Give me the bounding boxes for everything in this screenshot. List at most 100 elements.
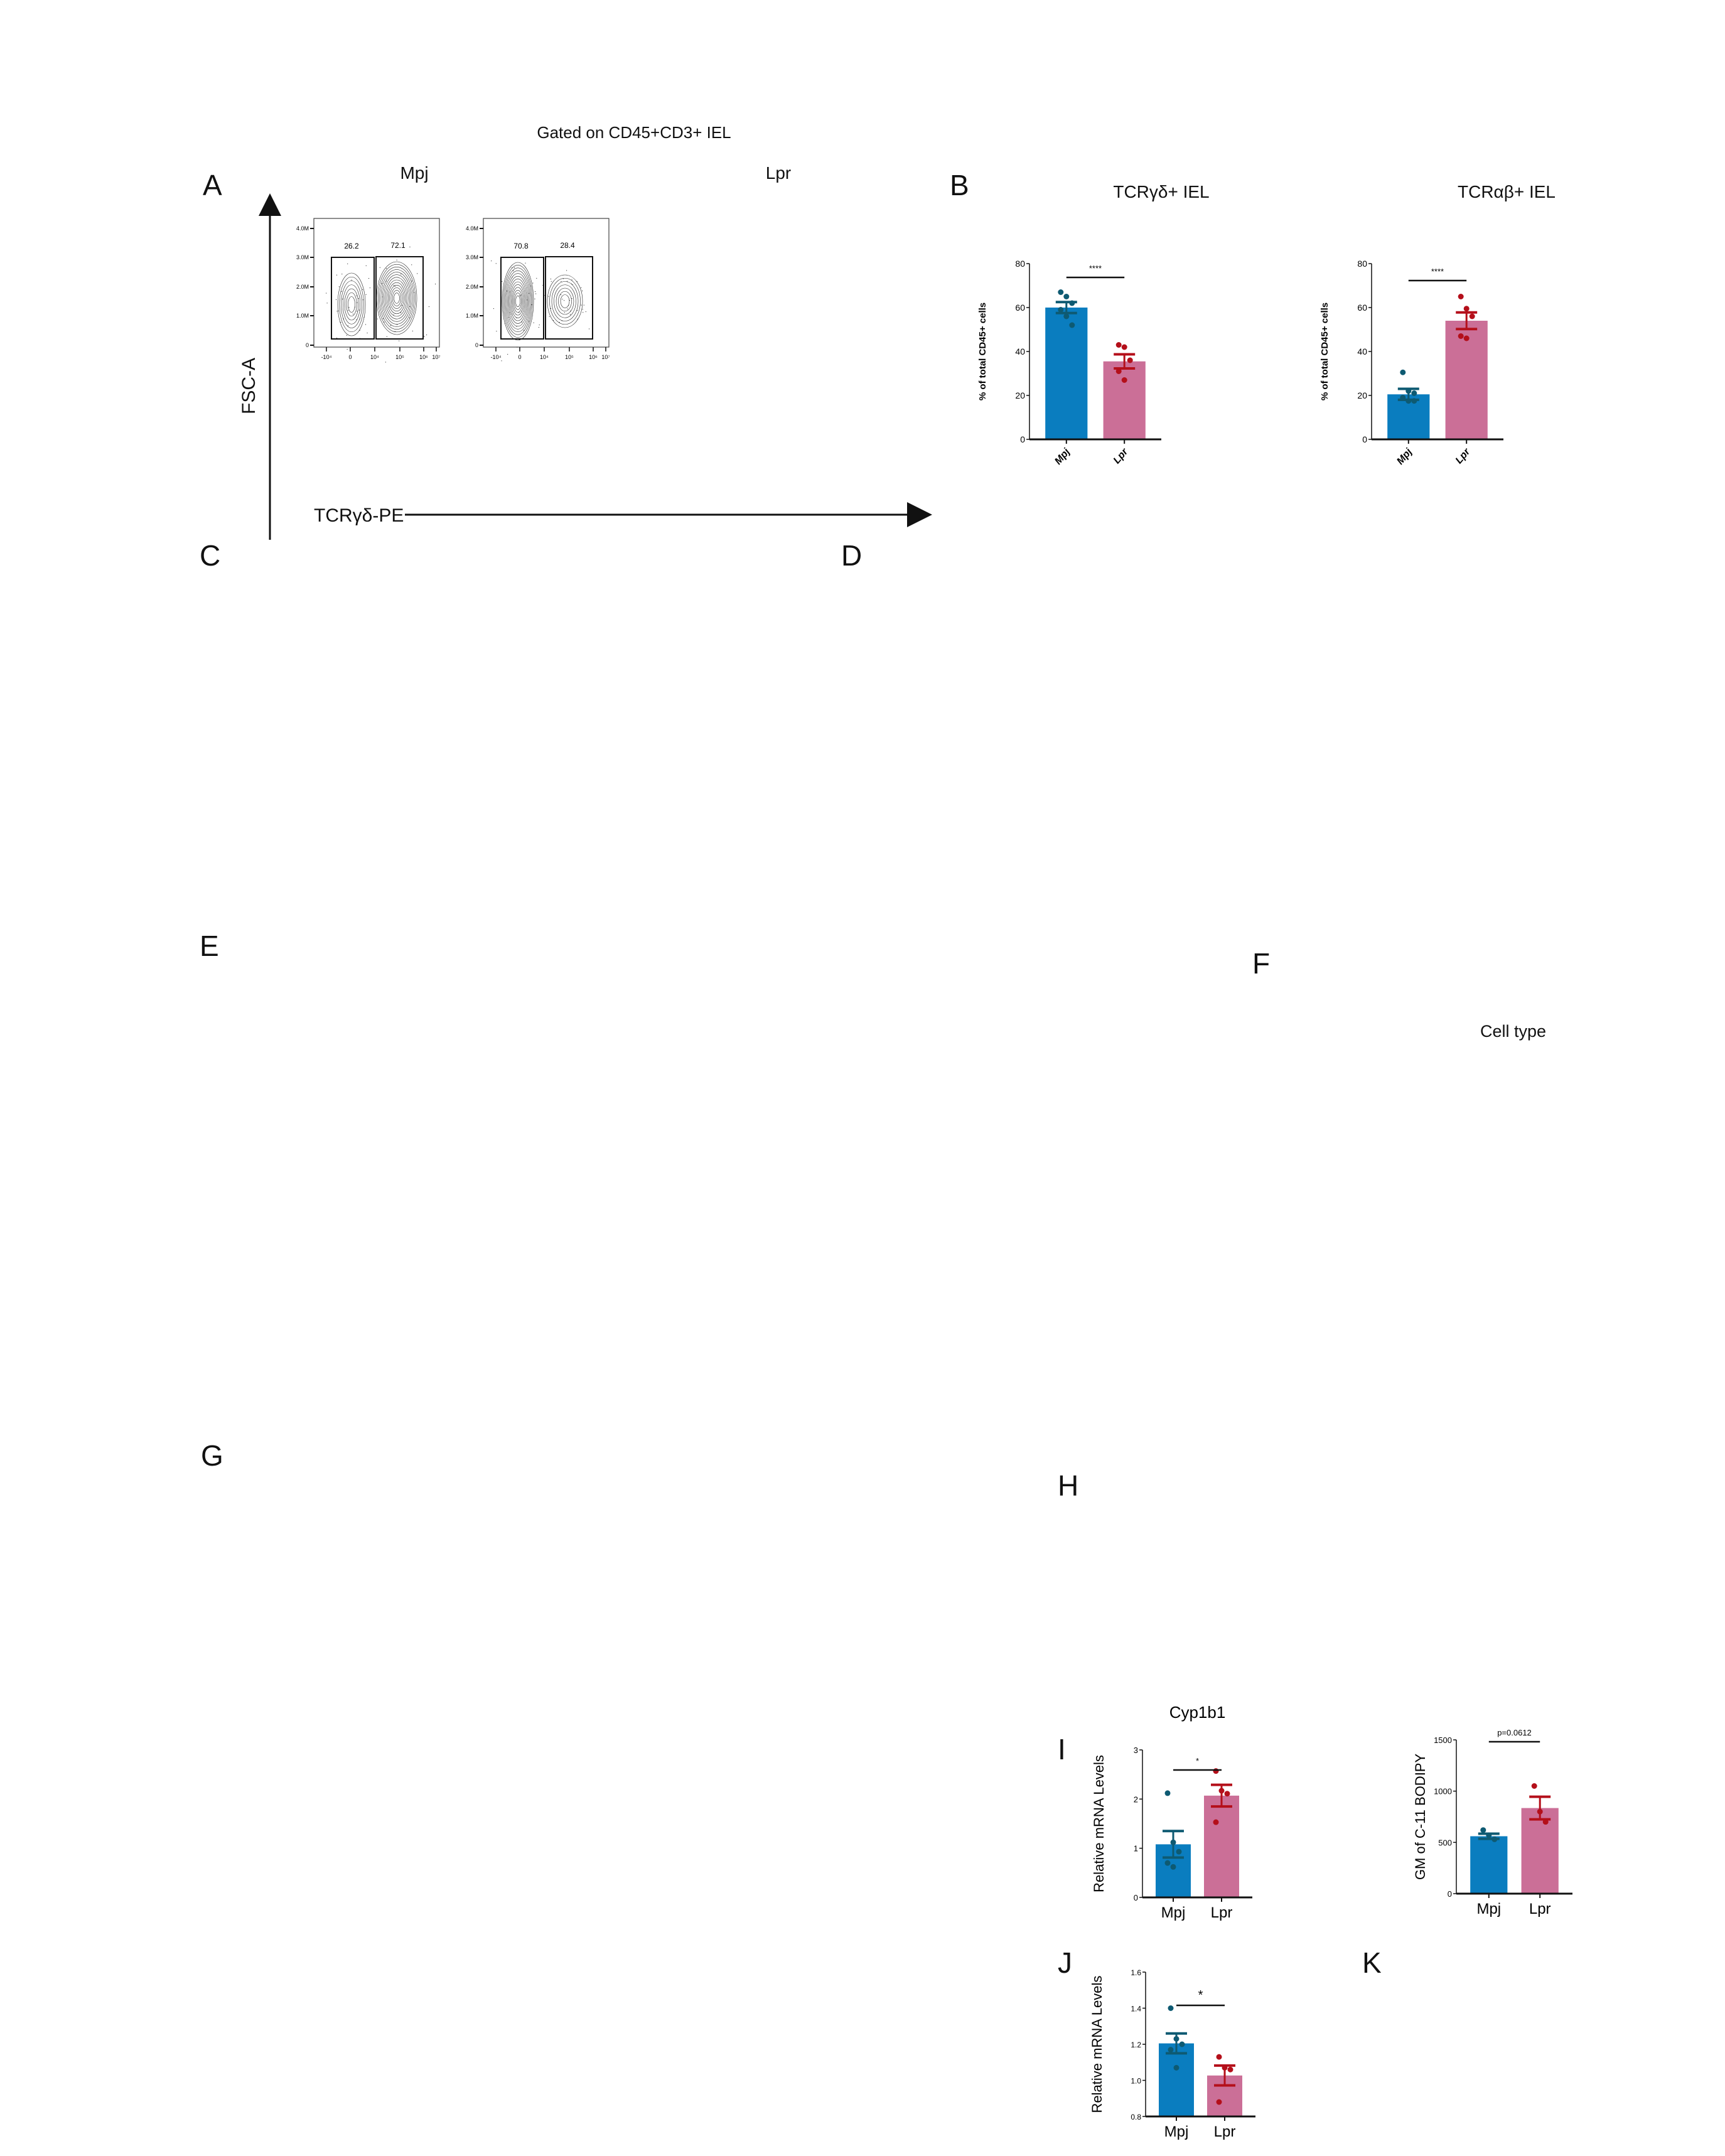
tcr-axis-label: TCRγδ-PE [314, 505, 404, 526]
legend-f-title: Cell type [1480, 1022, 1547, 1041]
flow-dot [362, 289, 363, 290]
flow-gate-right-value: 72.1 [390, 241, 406, 250]
flow-contour [376, 261, 417, 335]
flow-contour [508, 279, 527, 324]
flow-contour [348, 296, 355, 313]
flow-contour [560, 294, 570, 308]
flow-xtick-label: -10⁴ [491, 354, 502, 360]
flow-contour [503, 265, 533, 338]
flow-dot [358, 309, 360, 311]
data-point [1218, 1788, 1225, 1794]
flow-xtick-label: 0 [348, 354, 352, 360]
flow-contour [554, 284, 576, 318]
x-tick-label: Mpj [1161, 1904, 1186, 1921]
data-point [1164, 1860, 1171, 1866]
flow-ytick-label: 3.0M [296, 254, 309, 260]
flow-dot [493, 308, 494, 309]
flow-xtick-label: 10⁴ [540, 354, 549, 360]
data-point [1542, 1819, 1549, 1825]
flow-title-mpj: Mpj [400, 163, 429, 183]
data-point [1168, 2047, 1174, 2053]
flow-dot [559, 321, 560, 323]
flow-gate-right [375, 256, 424, 340]
data-point [1176, 1848, 1182, 1855]
data-point [1058, 307, 1064, 313]
data-point [1213, 1768, 1219, 1774]
flow-contour [549, 277, 581, 325]
flow-ytick-label: 2.0M [466, 284, 478, 290]
y-axis-label: Relative mRNA Levels [1091, 1755, 1107, 1892]
flow-contour [339, 276, 364, 333]
flow-gate-left-value: 26.2 [344, 242, 359, 250]
flow-dot [520, 294, 522, 296]
panel-label-h: H [1058, 1469, 1079, 1502]
flow-dot [549, 316, 550, 317]
flow-dot [382, 296, 383, 298]
significance-label: **** [1089, 264, 1102, 273]
fsc-axis-label: FSC-A [239, 358, 259, 414]
y-tick-label: 0.8 [1131, 2113, 1141, 2121]
flow-contour [394, 292, 400, 304]
flow-dot [536, 277, 537, 279]
flow-dot [336, 274, 338, 276]
y-tick-label: 1 [1134, 1844, 1138, 1853]
significance-label: **** [1431, 267, 1444, 276]
flow-contour [380, 269, 413, 327]
flow-contour [505, 270, 530, 333]
data-point [1531, 1783, 1537, 1789]
data-point [1115, 368, 1122, 374]
data-point [1400, 369, 1406, 375]
x-tick-label: Lpr [1211, 1904, 1233, 1921]
flow-gate-right-value: 28.4 [560, 241, 575, 250]
y-tick-label: 0 [1020, 434, 1025, 444]
flow-dot [577, 310, 578, 311]
flow-contour [337, 272, 366, 336]
panel-label-e: E [200, 930, 219, 962]
data-point [1411, 398, 1417, 404]
bar-lpr [1204, 1795, 1239, 1897]
data-point [1069, 300, 1075, 306]
panel-label-i: I [1058, 1733, 1066, 1766]
chart-title: Cyp1b1 [1169, 1703, 1226, 1722]
bar-mpj [1470, 1836, 1508, 1893]
flow-dot [365, 265, 367, 266]
data-point [1173, 2064, 1180, 2071]
flow-contour [346, 292, 357, 317]
flow-xtick-label: 0 [518, 354, 521, 360]
panel-label-d: D [841, 539, 863, 572]
flow-contour [514, 292, 522, 310]
y-axis-label: Relative mRNA Levels [1089, 1976, 1105, 2113]
data-point [1227, 2066, 1233, 2073]
flow-contour [379, 266, 414, 330]
flow-contour [386, 279, 407, 317]
bar-chart-j: 0.8 1.0 1.2 1.4 1.6 Relative mRNA Levels Mpj Lp… [1089, 1968, 1255, 2140]
flow-xtick-label: 10⁶ [589, 354, 598, 360]
flow-dot [423, 335, 424, 336]
umap-e-split [176, 967, 1055, 1381]
data-point [1063, 313, 1070, 319]
y-tick-label: 60 [1015, 303, 1025, 313]
stacked-bar-f [1262, 979, 1450, 1381]
flow-dot [542, 284, 544, 286]
flow-contour [389, 284, 404, 312]
data-point [1170, 1864, 1176, 1870]
umap-c [188, 565, 640, 916]
data-point [1400, 395, 1406, 400]
data-point [1491, 1836, 1498, 1842]
flow-gate-right [545, 256, 593, 340]
flow-contour [506, 273, 530, 330]
flow-dot [347, 348, 348, 350]
flow-dot [491, 260, 492, 262]
flow-contour [558, 291, 572, 312]
data-point [1458, 333, 1464, 339]
data-point [1216, 2054, 1222, 2060]
flow-dot [525, 262, 526, 264]
x-tick-label: Mpj [1053, 446, 1072, 466]
chart-b1-title: TCRγδ+ IEL [1113, 182, 1210, 201]
flow-contour [512, 287, 524, 316]
flow-dot [341, 291, 342, 292]
data-point [1469, 313, 1475, 319]
significance-label: * [1196, 1756, 1199, 1766]
flow-contour [515, 295, 520, 308]
y-tick-label: 0 [1362, 434, 1367, 444]
